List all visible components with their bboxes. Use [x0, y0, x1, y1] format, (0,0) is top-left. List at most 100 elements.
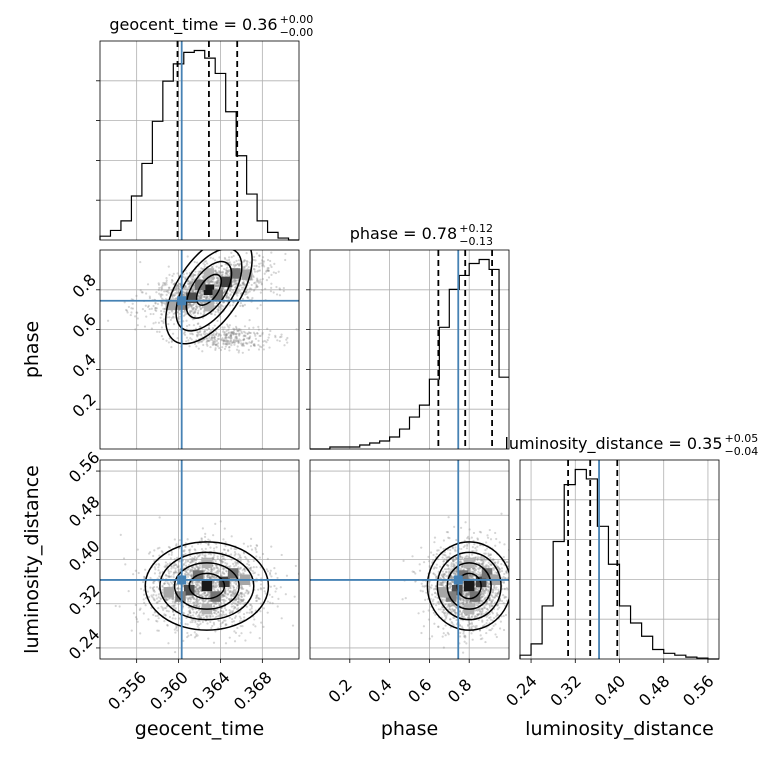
sample-point: [212, 340, 214, 342]
sample-point: [217, 345, 219, 347]
sample-point: [220, 334, 222, 336]
sample-point: [161, 335, 163, 337]
sample-point: [451, 562, 453, 564]
sample-point: [155, 615, 157, 617]
sample-point: [185, 320, 187, 322]
sample-point: [195, 558, 197, 560]
sample-point: [280, 586, 282, 588]
sample-point: [107, 320, 109, 322]
sample-point: [443, 632, 445, 634]
sample-point: [186, 325, 188, 327]
sample-point: [220, 520, 222, 522]
sample-point: [402, 560, 404, 562]
sample-point: [217, 602, 219, 604]
scatter-panel-geocent_time-phase: [100, 221, 321, 449]
sample-point: [222, 561, 224, 563]
sample-point: [200, 340, 202, 342]
sample-point: [188, 286, 190, 288]
sample-point: [215, 285, 217, 287]
sample-point: [208, 279, 210, 281]
sample-point: [267, 339, 269, 341]
sample-point: [213, 622, 215, 624]
sample-point: [139, 609, 141, 611]
sample-point: [513, 569, 515, 571]
sample-point: [218, 267, 220, 269]
sample-point: [276, 339, 278, 341]
sample-point: [273, 263, 275, 265]
sample-point: [206, 343, 208, 345]
sample-point: [419, 563, 421, 565]
sample-point: [240, 587, 242, 589]
sample-point: [248, 331, 250, 333]
sample-point: [168, 316, 170, 318]
sample-point: [214, 523, 216, 525]
sample-point: [279, 340, 281, 342]
sample-point: [281, 554, 283, 556]
sample-point: [135, 616, 137, 618]
sample-point: [218, 279, 220, 281]
sample-point: [194, 261, 196, 263]
sample-point: [220, 562, 222, 564]
sample-point: [204, 600, 206, 602]
sample-point: [179, 588, 181, 590]
sample-point: [270, 575, 272, 577]
sample-point: [128, 306, 130, 308]
sample-point: [186, 632, 188, 634]
sample-point: [207, 638, 209, 640]
sample-point: [166, 294, 168, 296]
sample-point: [208, 327, 210, 329]
sample-point: [199, 330, 201, 332]
sample-point: [464, 545, 466, 547]
sample-point: [155, 321, 157, 323]
sample-point: [194, 312, 196, 314]
sample-point: [214, 343, 216, 345]
sample-point: [152, 597, 154, 599]
sample-point: [220, 265, 222, 267]
sample-point: [270, 274, 272, 276]
sample-point: [449, 608, 451, 610]
sample-point: [189, 558, 191, 560]
sample-point: [442, 584, 444, 586]
sample-point: [490, 538, 492, 540]
sample-point: [443, 539, 445, 541]
sample-point: [115, 605, 117, 607]
sample-point: [159, 294, 161, 296]
sample-point: [239, 263, 241, 265]
sample-point: [198, 590, 200, 592]
sample-point: [152, 322, 154, 324]
sample-point: [191, 307, 193, 309]
sample-point: [157, 303, 159, 305]
sample-point: [239, 329, 241, 331]
sample-point: [130, 314, 132, 316]
sample-point: [278, 271, 280, 273]
sample-point: [486, 619, 488, 621]
sample-point: [247, 545, 249, 547]
sample-point: [139, 632, 141, 634]
sample-point: [274, 336, 276, 338]
sample-point: [192, 333, 194, 335]
sample-point: [206, 295, 208, 297]
sample-point: [161, 285, 163, 287]
sample-point: [260, 304, 262, 306]
sample-point: [231, 621, 233, 623]
panel-inner: [100, 221, 321, 449]
sample-point: [257, 574, 259, 576]
sample-point: [138, 572, 140, 574]
sample-point: [188, 324, 190, 326]
sample-point: [200, 334, 202, 336]
sample-point: [214, 324, 216, 326]
sample-point: [454, 546, 456, 548]
sample-point: [449, 549, 451, 551]
sample-point: [215, 347, 217, 349]
sample-point: [173, 613, 175, 615]
sample-point: [439, 577, 441, 579]
sample-point: [195, 590, 197, 592]
sample-point: [214, 567, 216, 569]
sample-point: [251, 607, 253, 609]
sample-point: [233, 582, 235, 584]
sample-point: [145, 604, 147, 606]
sample-point: [196, 601, 198, 603]
sample-point: [280, 333, 282, 335]
sample-point: [237, 345, 239, 347]
sample-point: [171, 341, 173, 343]
